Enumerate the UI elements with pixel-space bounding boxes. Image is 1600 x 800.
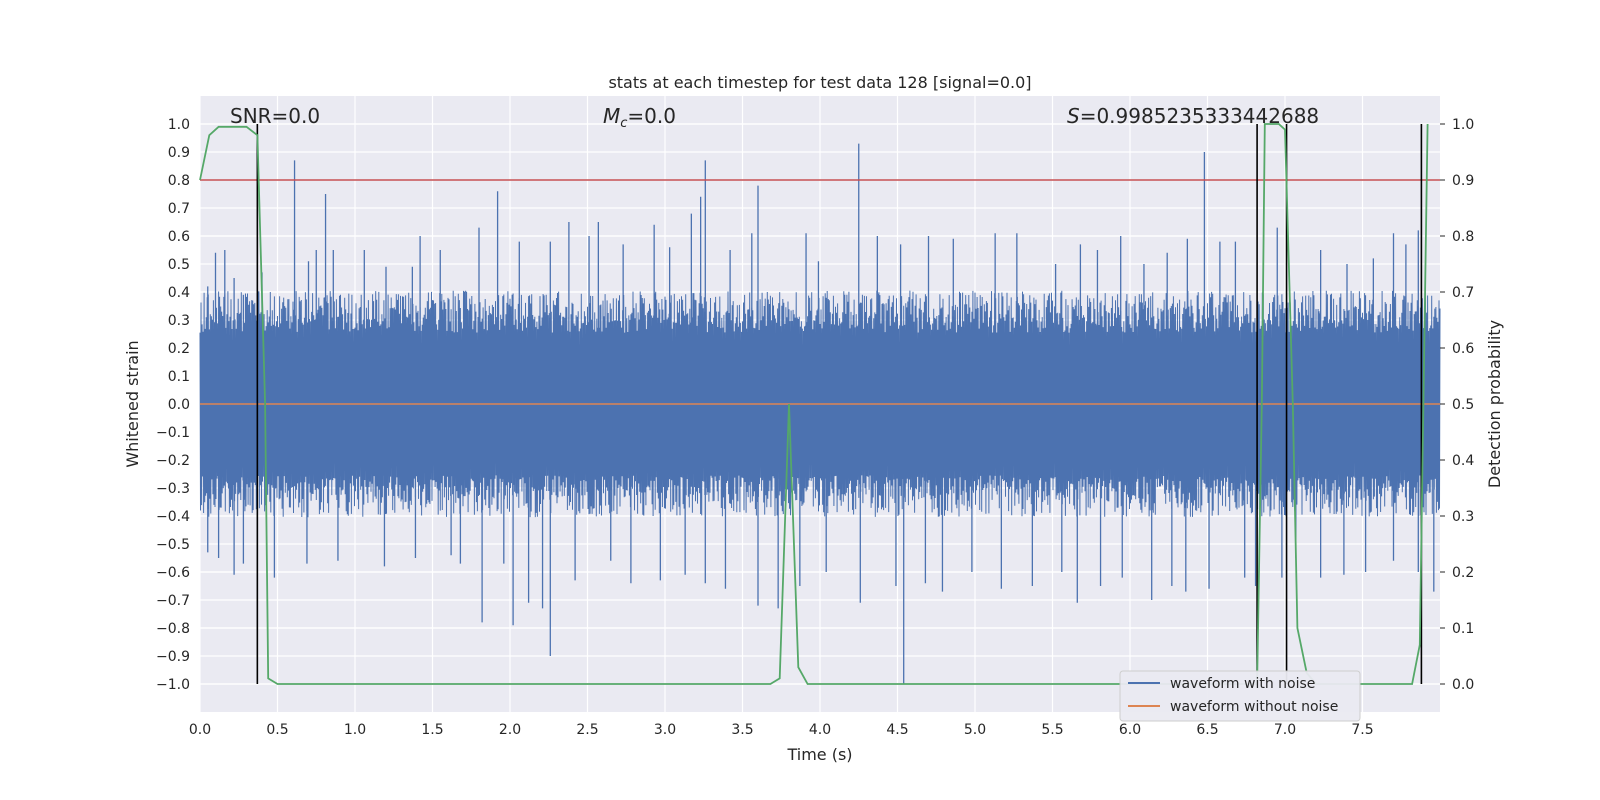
noise-waveform-body xyxy=(199,290,1441,518)
x-tick-label: 7.0 xyxy=(1274,722,1296,738)
y-tick-label: −0.2 xyxy=(156,453,190,469)
x-tick-label: 3.5 xyxy=(731,722,753,738)
y-tick-label: 0.5 xyxy=(168,257,190,273)
y-tick-label: −0.8 xyxy=(156,621,190,637)
noise-waveform xyxy=(199,143,1441,684)
x-tick-label: 6.5 xyxy=(1196,722,1218,738)
x-tick-label: 2.0 xyxy=(499,722,521,738)
y-right-tick-label: 0.6 xyxy=(1452,341,1474,357)
y-tick-label: −0.5 xyxy=(156,537,190,553)
mc-symbol: M xyxy=(603,104,620,128)
x-tick-label: 1.0 xyxy=(344,722,366,738)
y-tick-label: 1.0 xyxy=(168,117,190,133)
y-tick-label: −0.4 xyxy=(156,509,190,525)
y-tick-label: −0.6 xyxy=(156,565,190,581)
legend: waveform with noise waveform without noi… xyxy=(1119,670,1361,722)
y-tick-label: 0.3 xyxy=(168,313,190,329)
snr-annotation: SNR=0.0 xyxy=(230,104,320,128)
y-tick-label: 0.2 xyxy=(168,341,190,357)
detection-probability-line xyxy=(199,123,1429,685)
mc-value: =0.0 xyxy=(627,104,676,128)
y-right-tick-label: 0.7 xyxy=(1452,285,1474,301)
y-tick-label: 0.8 xyxy=(168,173,190,189)
y-right-axis-label: Detection probability xyxy=(1485,320,1504,488)
legend-box xyxy=(1119,670,1361,722)
y-right-tick-label: 0.8 xyxy=(1452,229,1474,245)
y-tick-label: 0.0 xyxy=(168,397,190,413)
y-tick-label: −0.1 xyxy=(156,425,190,441)
y-right-tick-label: 0.3 xyxy=(1452,509,1474,525)
x-tick-label: 6.0 xyxy=(1119,722,1141,738)
legend-label-clean: waveform without noise xyxy=(1170,699,1338,715)
score-annotation: S=0.9985235333442688 xyxy=(1067,104,1319,128)
x-axis-label: Time (s) xyxy=(786,745,852,764)
x-tick-label: 5.5 xyxy=(1041,722,1063,738)
s-value: =0.9985235333442688 xyxy=(1080,104,1319,128)
y-tick-label: −1.0 xyxy=(156,677,190,693)
chart-title: stats at each timestep for test data 128… xyxy=(608,73,1031,92)
mc-subscript: c xyxy=(620,116,627,131)
y-tick-label: −0.9 xyxy=(156,649,190,665)
y-tick-label: 0.7 xyxy=(168,201,190,217)
y-tick-label: −0.3 xyxy=(156,481,190,497)
y-tick-label: −0.7 xyxy=(156,593,190,609)
y-right-tick-label: 0.4 xyxy=(1452,453,1474,469)
x-tick-label: 0.0 xyxy=(189,722,211,738)
y-right-tick-label: 0.1 xyxy=(1452,621,1474,637)
y-tick-label: 0.4 xyxy=(168,285,190,301)
x-tick-label: 3.0 xyxy=(654,722,676,738)
y-axis-label: Whitened strain xyxy=(123,340,142,467)
x-tick-label: 7.5 xyxy=(1351,722,1373,738)
overlay-lines xyxy=(199,123,1440,685)
y-right-tick-label: 1.0 xyxy=(1452,117,1474,133)
x-tick-label: 4.0 xyxy=(809,722,831,738)
s-symbol: S xyxy=(1067,104,1080,128)
x-tick-label: 1.5 xyxy=(421,722,443,738)
x-tick-label: 2.5 xyxy=(576,722,598,738)
x-tick-label: 4.5 xyxy=(886,722,908,738)
y-right-tick-label: 0.2 xyxy=(1452,565,1474,581)
y-tick-label: 0.1 xyxy=(168,369,190,385)
y-right-tick-label: 0.9 xyxy=(1452,173,1474,189)
y-right-tick-label: 0.0 xyxy=(1452,677,1474,693)
y-tick-label: 0.6 xyxy=(168,229,190,245)
x-tick-label: 0.5 xyxy=(266,722,288,738)
legend-label-noise: waveform with noise xyxy=(1170,676,1315,692)
y-tick-label: 0.9 xyxy=(168,145,190,161)
y-right-tick-label: 0.5 xyxy=(1452,397,1474,413)
x-tick-label: 5.0 xyxy=(964,722,986,738)
chirp-mass-annotation: Mc=0.0 xyxy=(603,104,676,131)
tick-labels: 0.0 0.5 1.0 1.5 2.0 2.5 3.0 3.5 4.0 4.5 5.0 5.5 6.0 6… xyxy=(156,117,1474,738)
